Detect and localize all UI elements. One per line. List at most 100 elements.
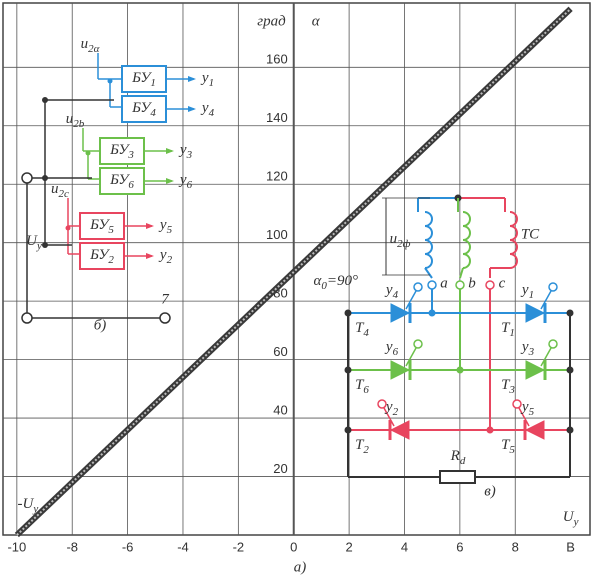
thyristor-label-text: T xyxy=(355,377,365,393)
input-label-text: u xyxy=(51,181,59,197)
annotation-text: U xyxy=(563,509,575,525)
gate-label: y1 xyxy=(520,282,534,300)
block-label-text: БУ xyxy=(131,70,152,86)
y-axis-label: α xyxy=(312,13,321,29)
input-label: u2c xyxy=(51,181,69,199)
junction xyxy=(107,78,113,84)
x-tick-label: -10 xyxy=(7,539,26,554)
y-tick-label: 100 xyxy=(266,227,288,242)
output-label: y1 xyxy=(200,70,214,88)
terminal xyxy=(548,339,558,349)
thyristor-label-sub: 3 xyxy=(508,384,515,396)
thyristor-label-text: T xyxy=(501,377,511,393)
wire xyxy=(405,347,417,367)
block-label-text: БУ xyxy=(89,217,110,233)
thyristor-label: T5 xyxy=(501,437,515,455)
arrow xyxy=(188,76,196,82)
block-label-sub: 1 xyxy=(150,77,156,89)
block-label: БУ1 xyxy=(131,70,156,88)
gate-label-text: y xyxy=(384,339,393,355)
junction xyxy=(65,225,71,231)
x-tick-label: 6 xyxy=(456,539,463,554)
junction xyxy=(344,366,352,374)
output-label: y3 xyxy=(178,142,193,160)
output-label-sub: 6 xyxy=(187,179,193,191)
gate-label-sub: 5 xyxy=(529,406,535,418)
junction xyxy=(344,426,352,434)
annotation: -Uy xyxy=(18,496,39,514)
gate-label-text: y xyxy=(384,399,393,415)
annotation-text: α xyxy=(313,273,322,289)
gate-label: y6 xyxy=(384,339,399,357)
thyristor xyxy=(389,420,410,440)
coil xyxy=(424,211,433,269)
terminal xyxy=(455,280,465,290)
terminal xyxy=(485,280,495,290)
output-label-sub: 4 xyxy=(209,107,215,119)
input-label: Uy xyxy=(26,233,42,251)
x-axis-unit: B xyxy=(566,539,575,554)
input-label: u2b xyxy=(66,111,85,129)
voltage-label-text: u xyxy=(390,231,398,247)
wire xyxy=(383,407,395,427)
thyristor xyxy=(390,360,411,380)
output-label-text: y xyxy=(200,100,209,116)
annotation-text: -U xyxy=(18,496,35,512)
coil xyxy=(509,211,518,269)
arrow xyxy=(166,178,174,184)
output-label: y4 xyxy=(200,100,215,118)
thyristor-label: T2 xyxy=(355,437,369,455)
phase-label: b xyxy=(468,275,476,291)
arrow xyxy=(146,253,154,259)
annotation-sub: y xyxy=(573,516,579,528)
junction xyxy=(42,175,48,181)
wire xyxy=(424,267,433,279)
output-label: y5 xyxy=(158,217,173,235)
terminal xyxy=(512,399,522,409)
terminal xyxy=(21,172,33,184)
arrow xyxy=(188,106,196,112)
block-label: БУ6 xyxy=(109,172,134,190)
block-label-sub: 4 xyxy=(150,107,156,119)
y-tick-label: 160 xyxy=(266,52,288,67)
x-tick-label: 2 xyxy=(345,539,352,554)
junction xyxy=(42,97,48,103)
y-tick-label: 20 xyxy=(273,461,287,476)
gate-label: y2 xyxy=(384,399,399,417)
gate-label-text: y xyxy=(520,399,529,415)
voltage-label-sub: 2ф xyxy=(397,238,411,250)
thyristor-label-text: T xyxy=(501,320,511,336)
arrow xyxy=(146,223,154,229)
x-tick-label: -4 xyxy=(177,539,189,554)
thyristor-label-sub: 4 xyxy=(363,327,369,339)
chart-caption: а) xyxy=(294,559,307,575)
output-label-sub: 5 xyxy=(167,224,173,236)
data-line-hatch xyxy=(16,8,572,536)
arrow xyxy=(166,148,174,154)
input-label-sub: y xyxy=(36,240,42,252)
y-axis-unit: град xyxy=(257,13,286,29)
thyristor-label: T4 xyxy=(355,320,369,338)
load-label-sub: d xyxy=(460,455,466,467)
gate-label-sub: 2 xyxy=(393,406,399,418)
y-tick-label: 40 xyxy=(273,403,287,418)
phase-label: a xyxy=(440,275,448,291)
block-label-sub: 5 xyxy=(108,224,114,236)
thyristor xyxy=(525,360,546,380)
annotation-sub: 0 xyxy=(321,280,327,292)
junction xyxy=(566,426,574,434)
output-label-text: y xyxy=(178,172,187,188)
annotation-sub: y xyxy=(32,503,38,515)
thyristor-label-text: T xyxy=(355,320,365,336)
gate-label: y5 xyxy=(520,399,535,417)
terminal-label: 7 xyxy=(161,291,170,307)
thyristor-label-sub: 2 xyxy=(363,444,369,456)
x-tick-label: 4 xyxy=(401,539,408,554)
wire xyxy=(518,407,530,427)
phase-label: c xyxy=(499,275,506,291)
x-tick-label: -6 xyxy=(122,539,134,554)
block-label: БУ5 xyxy=(89,217,114,235)
thyristor-label-sub: 5 xyxy=(509,444,515,456)
control-block xyxy=(121,95,167,123)
annotation: Uy xyxy=(563,509,579,527)
